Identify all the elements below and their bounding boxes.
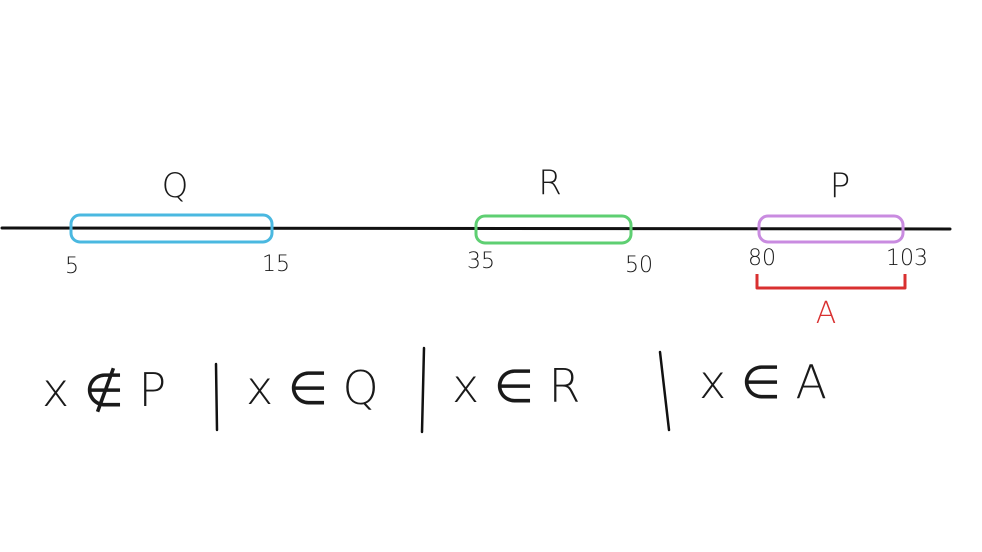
condition-4: x ∈ A [699,355,827,409]
bracket-a [755,274,907,290]
tick-label-r-end: 50 [625,253,653,278]
interval-q [69,213,274,244]
tick-label-q-start: 5 [65,254,79,279]
separator-1 [214,362,219,432]
tick-label-r-start: 35 [467,249,495,274]
interval-p [757,214,905,244]
condition-1: x ∉ P [42,363,166,417]
tick-label-p-end: 103 [886,246,928,271]
tick-label-q-end: 15 [262,252,290,277]
tick-label-p-start: 80 [748,246,776,271]
separator-2 [420,346,426,434]
set-label-r: R [538,163,562,203]
bracket-label-a: A [816,296,837,331]
condition-2: x ∈ Q [246,361,379,415]
set-label-p: P [830,166,851,206]
condition-3: x ∈ R [452,359,581,413]
set-label-q: Q [162,166,189,206]
separator-3 [658,350,671,432]
interval-r [474,214,633,245]
